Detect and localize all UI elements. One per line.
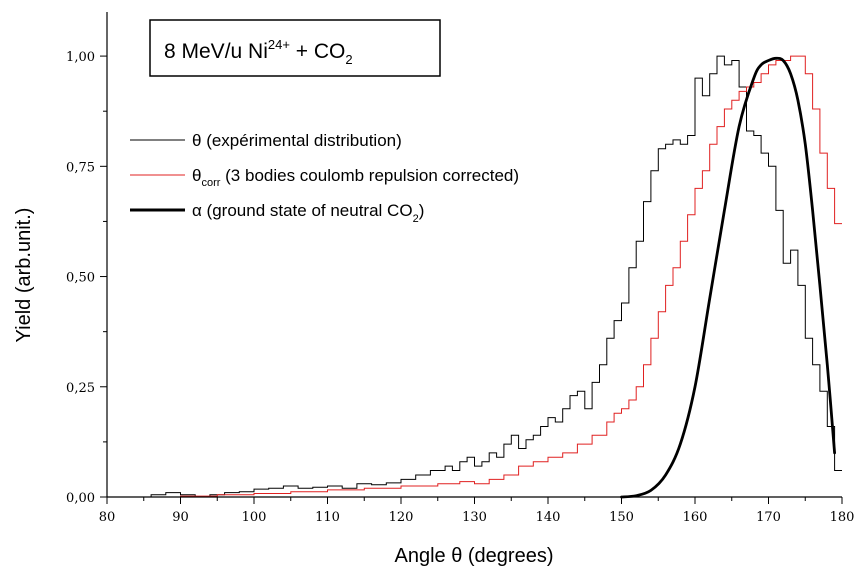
- y-tick-label-3: 0,75: [66, 160, 95, 175]
- x-tick-label-120: 120: [389, 510, 414, 525]
- y-tick-label-0: 0,00: [66, 491, 95, 506]
- x-tick-label-150: 150: [609, 510, 634, 525]
- series-line-0: [107, 55, 842, 498]
- x-tick-label-90: 90: [172, 510, 189, 525]
- series-line-1: [107, 55, 842, 498]
- legend-subscript-corrected: corr: [201, 177, 220, 189]
- x-tick-label-110: 110: [315, 510, 340, 525]
- title-subscript: 2: [345, 52, 352, 67]
- series-line-2: [620, 56, 836, 499]
- legend-text-ground-state: (ground state of neutral CO: [202, 201, 413, 220]
- y-tick-label-1: 0,25: [66, 381, 95, 396]
- x-tick-label-160: 160: [683, 510, 708, 525]
- y-tick-label-2: 0,50: [66, 271, 95, 286]
- legend-text-experimental: (expérimental distribution): [201, 131, 401, 150]
- x-tick-label-130: 130: [462, 510, 487, 525]
- chart-title: 8 MeV/u Ni24+ + CO2: [164, 37, 353, 67]
- legend-label-corrected: θcorr (3 bodies coulomb repulsion correc…: [192, 166, 519, 189]
- title-frame: [149, 19, 441, 77]
- series-layer: [107, 55, 842, 499]
- y-tick-label-4: 1,00: [66, 50, 95, 65]
- legend-symbol-corrected: θ: [192, 166, 201, 185]
- title-prefix: 8 MeV/u Ni: [164, 40, 268, 63]
- legend-symbol-experimental: θ: [192, 131, 201, 150]
- x-axis-title: Angle θ (degrees): [395, 545, 554, 567]
- legend-label-experimental: θ (expérimental distribution): [192, 131, 402, 150]
- x-tick-label-170: 170: [756, 510, 781, 525]
- axes-layer: 80 90 100 110 120 130 140 150 160 170 180 0,00 0,25 0…: [66, 12, 854, 525]
- y-axis-title: Yield (arb.unit.): [13, 208, 35, 343]
- title-middle: + CO: [290, 40, 345, 63]
- legend-subscript-ground-state: 2: [413, 213, 419, 225]
- legend-text-corrected: (3 bodies coulomb repulsion corrected): [220, 166, 519, 185]
- legend-tail-ground-state: ): [419, 201, 425, 220]
- legend-label-ground-state: α (ground state of neutral CO2): [192, 201, 424, 225]
- x-tick-label-180: 180: [830, 510, 855, 525]
- title-box: 8 MeV/u Ni24+ + CO2: [149, 19, 441, 77]
- x-tick-label-80: 80: [99, 510, 116, 525]
- legend: θ (expérimental distribution) θcorr (3 b…: [130, 131, 519, 225]
- title-superscript: 24+: [268, 37, 290, 52]
- legend-symbol-ground-state: α: [192, 201, 202, 220]
- x-tick-label-140: 140: [536, 510, 561, 525]
- x-tick-label-100: 100: [242, 510, 267, 525]
